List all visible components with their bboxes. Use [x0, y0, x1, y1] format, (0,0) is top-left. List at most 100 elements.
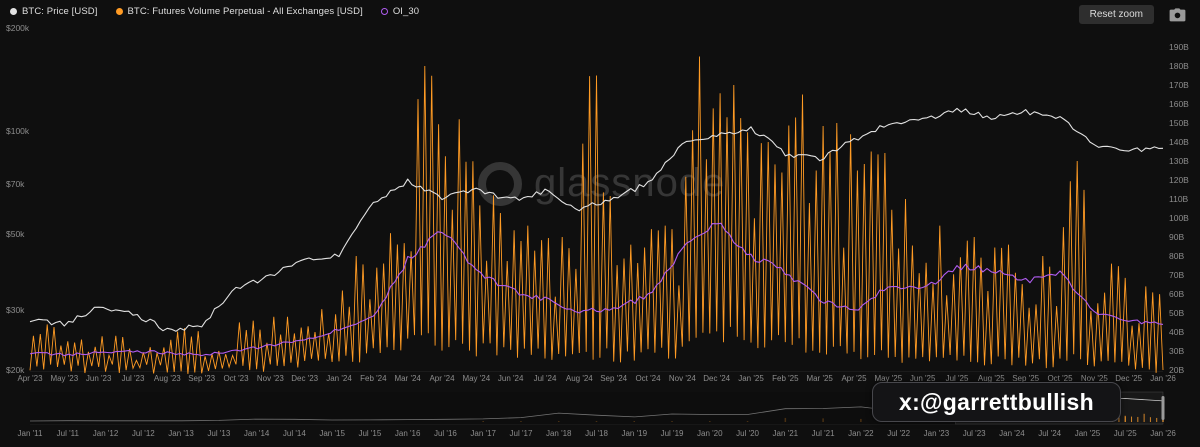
svg-text:Jan '17: Jan '17	[470, 429, 496, 438]
svg-text:Sep '23: Sep '23	[188, 374, 215, 383]
navigator-volume-bar	[482, 421, 484, 422]
volume-series	[29, 56, 1164, 374]
navigator-volume-bar	[595, 421, 598, 422]
legend-item-price[interactable]: BTC: Price [USD]	[10, 6, 98, 17]
navigator-volume-bar	[1137, 416, 1139, 422]
reset-zoom-button[interactable]: Reset zoom	[1078, 5, 1154, 24]
svg-text:Mar '24: Mar '24	[394, 374, 421, 383]
svg-text:Jul '15: Jul '15	[358, 429, 381, 438]
svg-text:Jun '24: Jun '24	[498, 374, 524, 383]
svg-text:30B: 30B	[1169, 346, 1184, 356]
navigator-volume-bar	[520, 421, 522, 422]
svg-text:Jan '25: Jan '25	[738, 374, 764, 383]
svg-text:May '25: May '25	[874, 374, 902, 383]
svg-text:190B: 190B	[1169, 42, 1189, 52]
svg-text:160B: 160B	[1169, 99, 1189, 109]
svg-text:Jul '18: Jul '18	[585, 429, 608, 438]
svg-text:50B: 50B	[1169, 308, 1184, 318]
svg-text:Dec '25: Dec '25	[1115, 374, 1142, 383]
svg-text:May '24: May '24	[462, 374, 490, 383]
navigator-volume-bar	[671, 421, 673, 422]
svg-text:Feb '25: Feb '25	[772, 374, 799, 383]
svg-text:Jul '12: Jul '12	[132, 429, 155, 438]
glassnode-logo-icon	[478, 161, 522, 206]
navigator-volume-bar	[746, 421, 749, 422]
legend-label-futures-volume: BTC: Futures Volume Perpetual - All Exch…	[127, 6, 363, 17]
legend-label-price: BTC: Price [USD]	[22, 6, 98, 17]
svg-text:Jul '19: Jul '19	[661, 429, 684, 438]
svg-text:$200k: $200k	[6, 23, 30, 33]
price-series-marker-icon	[10, 8, 17, 15]
svg-text:$70k: $70k	[6, 179, 25, 189]
svg-text:$20k: $20k	[6, 365, 25, 375]
svg-text:Jul '14: Jul '14	[283, 429, 306, 438]
svg-text:Mar '25: Mar '25	[806, 374, 833, 383]
svg-text:120B: 120B	[1169, 175, 1189, 185]
volume-series-marker-icon	[115, 8, 123, 15]
svg-text:Dec '24: Dec '24	[703, 374, 730, 383]
svg-text:110B: 110B	[1169, 194, 1189, 204]
navigator-volume-bar	[1149, 417, 1151, 422]
svg-text:Jan '16: Jan '16	[395, 429, 421, 438]
svg-text:Apr '25: Apr '25	[841, 374, 867, 383]
navigator-volume-bar	[822, 418, 824, 422]
svg-text:Jul '16: Jul '16	[434, 429, 457, 438]
navigator-volume-bar	[1118, 415, 1120, 422]
svg-text:Jul '22: Jul '22	[887, 429, 910, 438]
svg-text:Jan '24: Jan '24	[326, 374, 352, 383]
oi-series	[29, 222, 1164, 357]
svg-text:90B: 90B	[1169, 232, 1184, 242]
svg-text:Jan '12: Jan '12	[93, 429, 119, 438]
navigator-volume-bar	[557, 421, 560, 422]
svg-text:130B: 130B	[1169, 156, 1189, 166]
svg-text:Apr '23: Apr '23	[17, 374, 43, 383]
svg-text:Jul '24: Jul '24	[1038, 429, 1061, 438]
svg-text:180B: 180B	[1169, 61, 1189, 71]
legend-label-oi30: OI_30	[392, 6, 420, 17]
svg-text:Sep '25: Sep '25	[1012, 374, 1039, 383]
navigator-volume-bar	[1162, 418, 1164, 422]
navigator-axis-labels: Jan '11 Jul '11 Jan '12 Jul '12 Jan '13 Jul '…	[18, 429, 1177, 438]
svg-text:Jul '11: Jul '11	[57, 429, 80, 438]
x-axis-labels: Apr '23 May '23 Jun '23 Jul '23 Aug '23 Sep '…	[17, 374, 1176, 383]
svg-text:Jul '13: Jul '13	[207, 429, 230, 438]
svg-text:Jan '20: Jan '20	[697, 429, 723, 438]
navigator-handle-right[interactable]	[1161, 396, 1165, 420]
svg-text:Jun '23: Jun '23	[86, 374, 112, 383]
svg-text:Jan '18: Jan '18	[546, 429, 572, 438]
svg-text:40B: 40B	[1169, 327, 1184, 337]
svg-text:Jan '15: Jan '15	[319, 429, 345, 438]
legend-item-oi30[interactable]: OI_30	[380, 6, 420, 17]
svg-text:Nov '25: Nov '25	[1081, 374, 1108, 383]
legend-item-futures-volume[interactable]: BTC: Futures Volume Perpetual - All Exch…	[115, 6, 363, 17]
svg-text:Jul '25: Jul '25	[1114, 429, 1137, 438]
svg-text:170B: 170B	[1169, 80, 1189, 90]
svg-text:Aug '25: Aug '25	[978, 374, 1005, 383]
svg-text:Oct '25: Oct '25	[1047, 374, 1073, 383]
svg-text:140B: 140B	[1169, 137, 1189, 147]
svg-text:Jul '23: Jul '23	[963, 429, 986, 438]
camera-icon[interactable]	[1169, 8, 1186, 22]
svg-text:100B: 100B	[1169, 213, 1189, 223]
svg-text:Aug '23: Aug '23	[154, 374, 181, 383]
navigator-volume-bar	[1131, 416, 1133, 422]
navigator-volume-bar	[1124, 416, 1126, 422]
watermark-text: glassnode	[534, 161, 725, 206]
svg-text:150B: 150B	[1169, 118, 1189, 128]
svg-text:Jul '21: Jul '21	[812, 429, 835, 438]
oi-series-marker-icon	[380, 8, 388, 15]
y-axis-labels: $200k $100k $70k $50k $30k $20k 190B 180B 170B 16…	[6, 23, 1189, 375]
svg-text:Jul '24: Jul '24	[534, 374, 557, 383]
navigator-volume-bar	[709, 421, 711, 422]
svg-text:Jan '26: Jan '26	[1150, 374, 1176, 383]
svg-text:Jan '25: Jan '25	[1075, 429, 1101, 438]
svg-text:Jan '13: Jan '13	[168, 429, 194, 438]
svg-text:70B: 70B	[1169, 270, 1184, 280]
glassnode-watermark: glassnode	[478, 161, 725, 206]
svg-text:Oct '24: Oct '24	[635, 374, 661, 383]
svg-text:Jan '22: Jan '22	[848, 429, 874, 438]
svg-text:Jul '20: Jul '20	[736, 429, 759, 438]
svg-text:Jan '14: Jan '14	[244, 429, 270, 438]
